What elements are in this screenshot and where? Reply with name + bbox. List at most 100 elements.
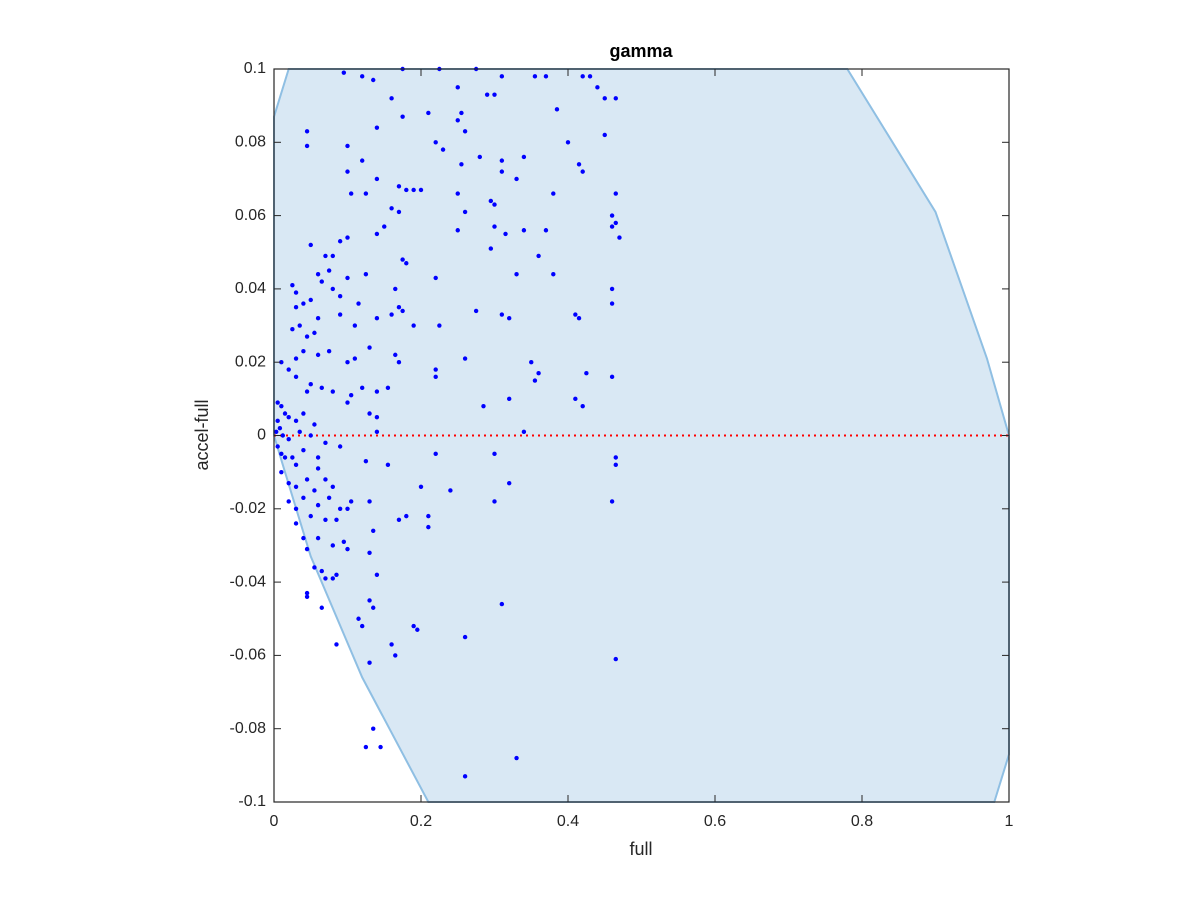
point <box>499 158 505 163</box>
x-tick-label: 0.2 <box>410 813 432 830</box>
point <box>433 275 438 281</box>
x-tick-label: 1 <box>1005 813 1014 830</box>
point <box>374 389 380 394</box>
point <box>352 356 358 361</box>
point <box>297 323 302 328</box>
point <box>315 502 321 508</box>
point <box>275 418 280 424</box>
point <box>404 513 409 519</box>
point <box>304 334 310 339</box>
point <box>400 114 405 119</box>
point <box>323 477 328 482</box>
point <box>330 576 335 581</box>
point <box>326 495 332 501</box>
point <box>371 605 376 610</box>
x-tick-label: 0.6 <box>704 813 726 830</box>
point <box>319 385 324 391</box>
point <box>293 305 299 310</box>
point <box>448 488 453 493</box>
point <box>462 209 468 215</box>
point <box>462 129 468 134</box>
point <box>290 327 295 332</box>
point <box>304 546 310 552</box>
point <box>459 110 464 116</box>
point <box>315 466 321 471</box>
point <box>507 396 512 402</box>
point <box>371 528 376 533</box>
point <box>356 616 361 621</box>
point <box>455 118 460 123</box>
point <box>385 385 391 391</box>
point <box>330 389 335 394</box>
y-tick-label: 0.08 <box>235 134 266 151</box>
point <box>613 96 618 101</box>
point <box>609 213 615 218</box>
point <box>521 228 527 233</box>
x-tick-label: 0.4 <box>557 813 579 830</box>
point <box>367 345 372 350</box>
y-tick-label: -0.04 <box>230 573 267 590</box>
point <box>400 308 405 314</box>
point <box>304 590 310 596</box>
y-tick-label: 0.02 <box>235 353 266 370</box>
point <box>337 312 343 317</box>
point <box>323 517 328 522</box>
point <box>426 524 431 530</box>
point <box>492 92 497 97</box>
point <box>499 169 505 174</box>
point <box>499 74 505 79</box>
point <box>507 316 512 321</box>
point <box>279 451 284 457</box>
point <box>462 774 468 779</box>
point <box>492 499 497 504</box>
point <box>308 381 313 387</box>
point <box>521 429 527 435</box>
point <box>304 594 310 599</box>
point <box>293 521 299 526</box>
point <box>613 462 618 468</box>
point <box>308 433 313 438</box>
point <box>613 455 618 460</box>
point <box>304 129 310 134</box>
point <box>455 191 460 196</box>
point <box>337 444 343 449</box>
point <box>290 283 295 288</box>
point <box>367 660 372 665</box>
point <box>345 235 350 240</box>
point <box>323 440 328 446</box>
point <box>286 367 291 372</box>
y-tick-label: -0.1 <box>238 793 266 810</box>
point <box>499 601 505 607</box>
chart-title: gamma <box>609 41 673 61</box>
point <box>396 305 402 310</box>
point <box>282 411 288 416</box>
point <box>304 143 310 149</box>
point <box>352 323 358 328</box>
point <box>565 140 571 145</box>
point <box>286 480 291 486</box>
point <box>274 429 279 435</box>
plot-area: 0 0.2 0.4 0.6 0.8 1 -0.1 -0.08 -0.06 -0.04 -0.02 0 0… <box>230 60 1014 830</box>
point <box>312 330 317 336</box>
point <box>374 572 380 577</box>
point <box>459 162 464 167</box>
point <box>499 312 505 317</box>
point <box>613 656 618 662</box>
point <box>341 70 347 75</box>
point <box>426 513 431 519</box>
point <box>279 403 284 409</box>
point <box>371 726 376 731</box>
point <box>363 272 369 277</box>
point <box>360 385 365 391</box>
point <box>374 231 380 237</box>
point <box>536 370 541 376</box>
point <box>293 356 299 361</box>
point <box>573 312 578 317</box>
point <box>462 634 468 640</box>
point <box>492 224 497 229</box>
point <box>374 429 380 435</box>
point <box>360 623 365 629</box>
point <box>367 598 372 603</box>
point <box>363 744 369 750</box>
